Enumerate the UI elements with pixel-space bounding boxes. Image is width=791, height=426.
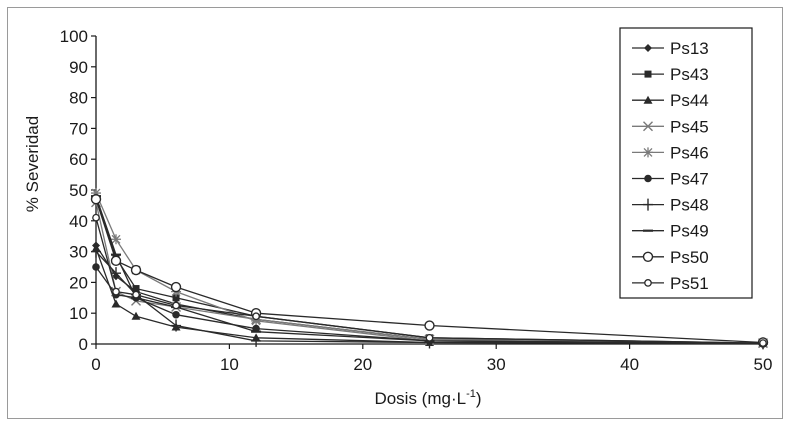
data-point: [170, 281, 182, 293]
y-tick-label: 30: [69, 243, 88, 262]
data-point: [91, 245, 101, 258]
legend-label: Ps44: [670, 91, 709, 110]
data-point: [111, 267, 122, 280]
legend-marker: [644, 174, 652, 183]
x-tick-label: 30: [487, 355, 506, 374]
y-axis-title: % Severidad: [23, 116, 42, 212]
legend-label: Ps47: [670, 170, 709, 189]
legend-label: Ps49: [670, 222, 709, 241]
legend-label: Ps50: [670, 248, 709, 267]
legend-item: Ps48: [632, 196, 709, 215]
legend-marker: [643, 147, 653, 158]
legend-item: Ps46: [632, 143, 709, 162]
y-tick-label: 80: [69, 89, 88, 108]
legend-marker: [643, 121, 653, 132]
legend-label: Ps43: [670, 65, 709, 84]
data-point: [132, 290, 140, 299]
y-tick-label: 70: [69, 119, 88, 138]
legend-label: Ps46: [670, 143, 709, 162]
figure-frame: [7, 7, 783, 419]
data-point: [172, 310, 180, 319]
legend: Ps13 Ps43 Ps44 Ps45 Ps46 Ps47 Ps48 Ps49 Ps50 Ps51: [619, 27, 753, 299]
y-tick-label: 0: [79, 335, 88, 354]
legend-item: Ps47: [632, 170, 709, 189]
data-point: [112, 287, 120, 296]
x-tick-label: 50: [754, 355, 773, 374]
data-point: [91, 188, 101, 199]
legend-marker: [644, 279, 652, 287]
series-ps51: [92, 213, 767, 347]
legend-label: Ps13: [670, 39, 709, 58]
legend-item: Ps43: [632, 65, 709, 84]
legend-item: Ps51: [632, 274, 709, 293]
legend-label: Ps48: [670, 196, 709, 215]
legend-item: Ps50: [632, 248, 709, 267]
x-axis-title: Dosis (mg·L-1): [374, 388, 481, 408]
data-point: [130, 264, 142, 276]
legend-marker: [643, 95, 653, 104]
legend-item: Ps45: [632, 117, 709, 136]
data-point: [759, 339, 767, 347]
data-point: [171, 319, 182, 332]
x-tick-label: 40: [620, 355, 639, 374]
legend-item: Ps49: [632, 222, 709, 241]
data-point: [92, 263, 100, 271]
series-layer: [90, 188, 769, 350]
data-point: [131, 311, 141, 320]
y-tick-label: 40: [69, 212, 88, 231]
legend-box: [619, 27, 753, 299]
data-point: [90, 194, 102, 205]
data-point: [172, 301, 180, 310]
data-point: [132, 285, 140, 293]
data-point: [424, 320, 435, 331]
legend-marker: [644, 44, 652, 52]
data-point: [92, 213, 100, 222]
y-tick-label: 50: [69, 181, 88, 200]
legend-label: Ps51: [670, 274, 709, 293]
legend-item: Ps44: [632, 91, 709, 110]
x-tick-label: 10: [220, 355, 239, 374]
series-ps50: [90, 194, 769, 348]
legend-item: Ps13: [632, 39, 709, 58]
axes: 0 10 20 30 40 50 60 70 80 90 100 0 10 20 30 40 50: [60, 27, 773, 374]
data-point: [111, 299, 121, 308]
legend-label: Ps45: [670, 117, 709, 136]
data-point: [251, 315, 262, 326]
y-tick-label: 100: [60, 27, 88, 46]
data-point: [425, 333, 434, 342]
y-tick-label: 60: [69, 150, 88, 169]
y-tick-label: 10: [69, 304, 88, 323]
y-tick-label: 90: [69, 58, 88, 77]
y-tick-label: 20: [69, 273, 88, 292]
data-point: [252, 312, 260, 321]
data-point: [110, 255, 122, 267]
legend-marker: [644, 70, 652, 78]
legend-marker: [642, 251, 654, 262]
x-tick-label: 20: [353, 355, 372, 374]
data-point: [172, 294, 180, 302]
data-point: [111, 234, 122, 245]
legend-marker: [643, 198, 653, 211]
data-point: [251, 334, 262, 347]
x-tick-label: 0: [91, 355, 100, 374]
